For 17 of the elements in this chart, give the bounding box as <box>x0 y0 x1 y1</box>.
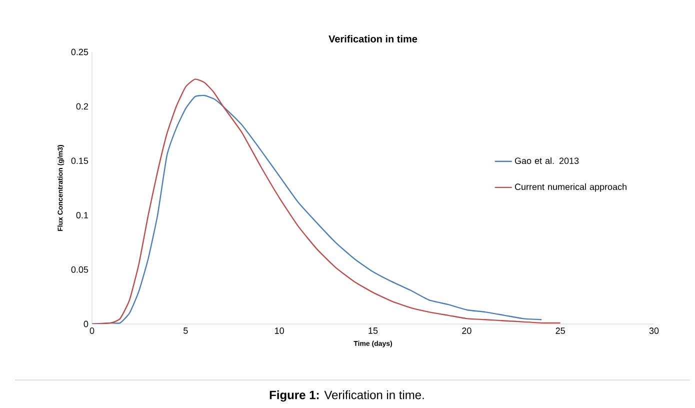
x-tick-label: 10 <box>275 328 284 334</box>
legend-label: Gao et al. 2013 <box>514 157 579 164</box>
x-tick-label: 0 <box>90 328 94 334</box>
y-tick-label: 0 <box>84 320 88 328</box>
legend-label: Current numerical approach <box>514 183 626 192</box>
y-tick-label: 0.15 <box>71 158 88 164</box>
text: Figure 1: Verification in time. <box>270 390 424 402</box>
x-tick-label: 15 <box>368 328 378 334</box>
chart-title: Verification in time <box>328 35 418 42</box>
x-tick-label: 30 <box>649 328 659 334</box>
x-tick-label: 5 <box>184 328 188 334</box>
x-tick-label: 25 <box>556 328 565 334</box>
y-tick-label: 0.1 <box>76 212 88 218</box>
y-tick-label: 0.25 <box>71 48 88 56</box>
y-tick-label: 0.2 <box>76 103 88 110</box>
x-tick-label: 20 <box>462 328 472 334</box>
y-tick-label: 0.05 <box>71 266 88 273</box>
